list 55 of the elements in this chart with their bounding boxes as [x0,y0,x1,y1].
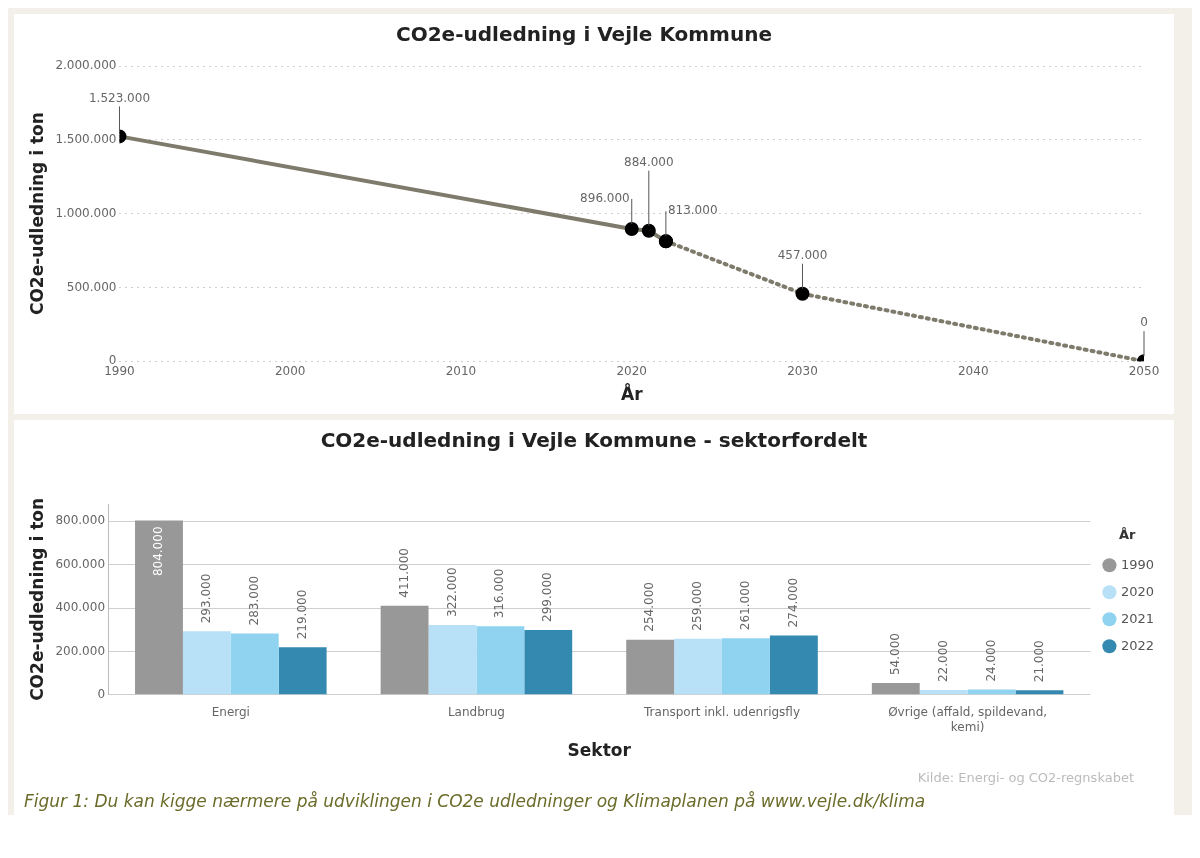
y-tick-label: 500.000 [66,279,117,294]
data-label: 804.000 [151,526,166,577]
x-tick-label: 2040 [957,363,989,378]
legend-label: 2021 [1120,610,1155,626]
x-tick-label: Transport inkl. udenrigsfly [643,705,801,720]
data-label: 54.000 [887,633,902,676]
x-tick-label: 2000 [274,363,306,378]
legend-label: 2022 [1120,637,1155,653]
data-label: 259.000 [690,581,705,631]
x-tick-label: 2050 [1128,363,1160,378]
y-tick-label: 800.000 [55,513,106,528]
data-label: 299.000 [540,572,555,622]
data-label: 274.000 [785,577,800,628]
data-label: 884.000 [624,154,674,169]
legend-label: 2020 [1120,583,1155,599]
text: Figur 1: Du kan kigge nærmere på udviklingen i CO2e udledninger og Klimaplanen på www.vejle.dk/klima [23,790,927,813]
y-tick-label: 400.000 [55,600,106,615]
x-axis-title: År [620,382,644,405]
x-tick-label: Landbrug [447,705,505,720]
y-tick-label: 0 [97,686,106,701]
data-label: 322.000 [444,567,459,617]
data-label: 0 [1140,315,1148,330]
data-label: 813.000 [667,203,718,218]
data-label: 293.000 [199,573,213,624]
chart-title: CO2e-udledning i Vejle Kommune [396,22,772,47]
x-tick-label: 2010 [445,363,477,378]
x-axis-title: Sektor [567,740,632,761]
y-tick-label: 600.000 [55,556,106,571]
y-tick-label: 2.000.000 [55,58,117,73]
y-tick-label: 1.500.000 [55,131,117,146]
data-label: 21.000 [1031,640,1046,683]
data-label: 283.000 [246,575,261,626]
x-tick-label: 1990 [104,363,135,378]
data-label: 22.000 [935,640,950,683]
data-label: 411.000 [396,548,411,598]
legend-title: År [1118,527,1137,543]
text: Kilde: Energi- og CO2-regnskabet [916,770,1135,787]
y-tick-label: 200.000 [55,643,106,658]
data-label: 261.000 [738,580,753,631]
data-label: 254.000 [642,582,657,632]
x-tick-label: 2030 [787,363,818,378]
y-tick-label: 1.000.000 [55,205,117,220]
data-label: 457.000 [777,247,828,262]
y-axis-title: CO2e-udledning i ton [26,497,47,701]
x-tick-label: 2020 [616,363,648,378]
data-label: 896.000 [580,191,630,206]
chart-title: CO2e-udledning i Vejle Kommune - sektorfordelt [320,428,868,453]
x-tick-label: Øvrige (affald, spildevand, kemi) [888,705,1048,734]
data-label: 316.000 [492,568,507,619]
x-tick-label: Energi [211,705,250,720]
legend-label: 1990 [1120,556,1155,572]
data-label: 219.000 [294,589,309,640]
data-label: 1.523.000 [88,90,151,105]
y-axis-title: CO2e-udledning i ton [26,112,47,316]
data-label: 24.000 [983,639,998,682]
